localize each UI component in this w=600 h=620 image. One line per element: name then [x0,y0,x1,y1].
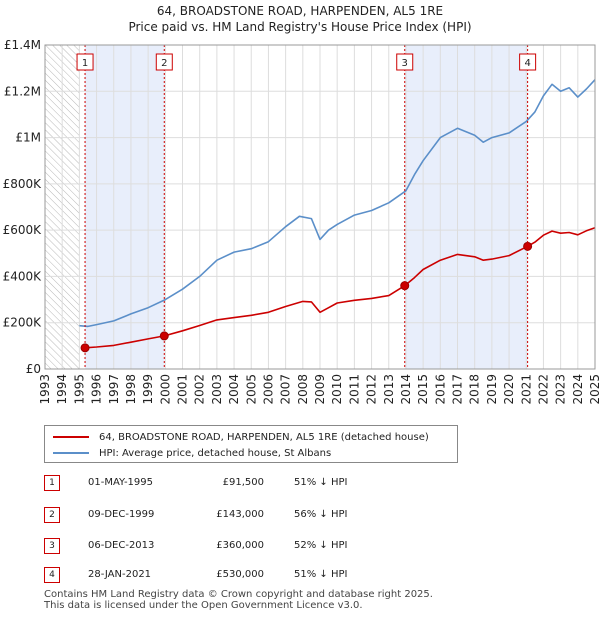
property-price-line [84,227,596,349]
x-tick-label: 2025 [588,374,600,405]
x-tick-label: 1999 [141,374,155,405]
sale-marker-label: 1 [82,58,88,69]
y-tick-label: £1.4M [4,38,41,52]
transaction-row: 1 01-MAY-1995 £91,500 51% ↓ HPI [44,475,464,491]
sale-marker-label: 3 [402,58,408,69]
x-tick-label: 1993 [38,374,52,405]
x-tick-label: 2018 [468,374,482,405]
shaded-period [404,45,528,369]
transaction-number: 4 [44,567,60,583]
x-tick-label: 2007 [279,374,293,405]
transaction-hpi-diff: 51% ↓ HPI [294,569,348,580]
x-tick-label: 2014 [399,374,413,405]
transaction-row: 2 09-DEC-1999 £143,000 56% ↓ HPI [44,507,464,523]
shaded-period [85,45,165,369]
transaction-date: 28-JAN-2021 [88,569,152,580]
transaction-row: 4 28-JAN-2021 £530,000 51% ↓ HPI [44,567,464,583]
legend-item-hpi: HPI: Average price, detached house, St A… [53,446,331,460]
x-tick-label: 2008 [296,374,310,405]
x-tick-label: 1994 [55,374,69,405]
legend: 64, BROADSTONE ROAD, HARPENDEN, AL5 1RE … [44,425,458,463]
transaction-hpi-diff: 56% ↓ HPI [294,509,348,520]
y-tick-label: £600K [3,223,43,237]
sale-marker-box [155,53,173,71]
x-tick-label: 2000 [158,374,172,405]
transaction-date: 01-MAY-1995 [88,477,154,488]
x-tick-label: 2004 [227,374,241,405]
x-tick-label: 2015 [416,374,430,405]
x-tick-label: 2020 [502,374,516,405]
y-tick-label: £800K [3,177,43,191]
legend-item-property: 64, BROADSTONE ROAD, HARPENDEN, AL5 1RE … [53,430,429,444]
x-tick-label: 1997 [107,374,121,405]
footer: Contains HM Land Registry data © Crown c… [44,589,433,611]
y-tick-label: £0 [26,362,41,376]
y-tick-label: £1.2M [4,84,41,98]
x-tick-label: 2013 [382,374,396,405]
transaction-hpi-diff: 52% ↓ HPI [294,540,348,551]
sale-marker-box [76,53,94,71]
x-tick-label: 2003 [210,374,224,405]
transaction-price: £91,500 [222,477,264,488]
x-tick-label: 2009 [313,374,327,405]
hpi-line [79,79,596,328]
transaction-price: £143,000 [216,509,264,520]
footer-license: This data is licensed under the Open Gov… [44,600,363,611]
transaction-date: 06-DEC-2013 [88,540,155,551]
chart-title-line1: 64, BROADSTONE ROAD, HARPENDEN, AL5 1RE [156,4,444,18]
x-tick-label: 2011 [347,374,361,405]
x-tick-label: 2006 [261,374,275,405]
x-tick-label: 2001 [176,374,190,405]
x-tick-label: 2019 [485,374,499,405]
transaction-hpi-diff: 51% ↓ HPI [294,477,348,488]
legend-label-property: 64, BROADSTONE ROAD, HARPENDEN, AL5 1RE … [99,431,429,443]
x-tick-label: 2024 [571,374,585,405]
y-tick-label: £200K [3,316,43,330]
price-chart: 1 2 3 4 £0 £200K £400K £600K £800K £1M £1.2M £1.4M… [3,38,600,405]
x-tick-label: 2010 [330,374,344,405]
legend-swatch-hpi [53,452,89,454]
legend-swatch-property [53,436,89,438]
x-tick-label: 2012 [365,374,379,405]
footer-copyright: Contains HM Land Registry data © Crown c… [44,589,433,600]
transaction-number: 1 [44,475,60,491]
sale-marker-box [519,53,537,71]
sale-marker-label: 4 [524,58,530,69]
transaction-number: 2 [44,507,60,523]
x-tick-label: 2017 [451,374,465,405]
transaction-date: 09-DEC-1999 [88,509,155,520]
sale-marker-label: 2 [161,58,167,69]
transaction-price: £530,000 [216,569,264,580]
sale-marker-box [396,53,414,71]
x-tick-label: 2021 [519,374,533,405]
x-tick-label: 2016 [433,374,447,405]
y-tick-label: £400K [3,269,43,283]
x-tick-label: 2005 [244,374,258,405]
x-tick-label: 1998 [124,374,138,405]
sale-point [80,343,90,353]
x-tick-label: 2002 [193,374,207,405]
x-tick-label: 2022 [536,374,550,405]
transaction-row: 3 06-DEC-2013 £360,000 52% ↓ HPI [44,538,464,554]
legend-label-hpi: HPI: Average price, detached house, St A… [99,447,332,459]
transaction-price: £360,000 [216,540,264,551]
transaction-number: 3 [44,538,60,554]
x-tick-label: 2023 [554,374,568,405]
y-tick-label: £1M [15,131,41,145]
sale-point [159,331,169,341]
plot-frame [44,44,596,370]
x-tick-label: 1996 [90,374,104,405]
x-tick-label: 1995 [72,374,86,405]
chart-title-line2: Price paid vs. HM Land Registry's House … [128,20,472,34]
